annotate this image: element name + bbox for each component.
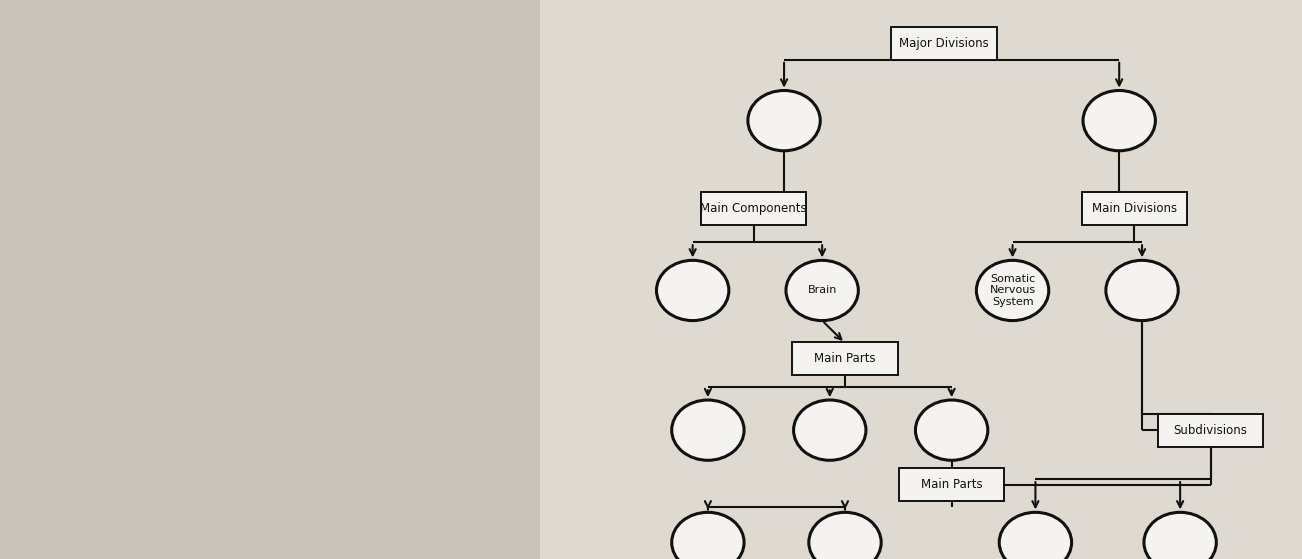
FancyBboxPatch shape [700, 192, 806, 225]
Ellipse shape [1144, 512, 1216, 559]
FancyBboxPatch shape [1157, 414, 1263, 447]
Ellipse shape [672, 400, 743, 460]
Text: Main Divisions: Main Divisions [1092, 202, 1177, 215]
Text: Somatic
Nervous
System: Somatic Nervous System [990, 274, 1035, 307]
Ellipse shape [672, 512, 743, 559]
Text: Main Parts: Main Parts [921, 479, 983, 491]
Ellipse shape [915, 400, 988, 460]
FancyBboxPatch shape [898, 468, 1004, 501]
Ellipse shape [1105, 260, 1178, 321]
Bar [0, 0, 540, 559]
Ellipse shape [809, 512, 881, 559]
Ellipse shape [794, 400, 866, 460]
FancyBboxPatch shape [892, 27, 997, 60]
Ellipse shape [786, 260, 858, 321]
Text: Main Components: Main Components [700, 202, 807, 215]
Ellipse shape [999, 512, 1072, 559]
Ellipse shape [1083, 91, 1155, 151]
Bar [540, 0, 1302, 559]
Text: Brain: Brain [807, 286, 837, 296]
Text: Subdivisions: Subdivisions [1173, 424, 1247, 437]
Ellipse shape [656, 260, 729, 321]
Ellipse shape [747, 91, 820, 151]
Text: Major Divisions: Major Divisions [900, 37, 990, 50]
FancyBboxPatch shape [793, 343, 897, 376]
FancyBboxPatch shape [1082, 192, 1187, 225]
Text: Main Parts: Main Parts [814, 352, 876, 366]
Ellipse shape [976, 260, 1048, 321]
